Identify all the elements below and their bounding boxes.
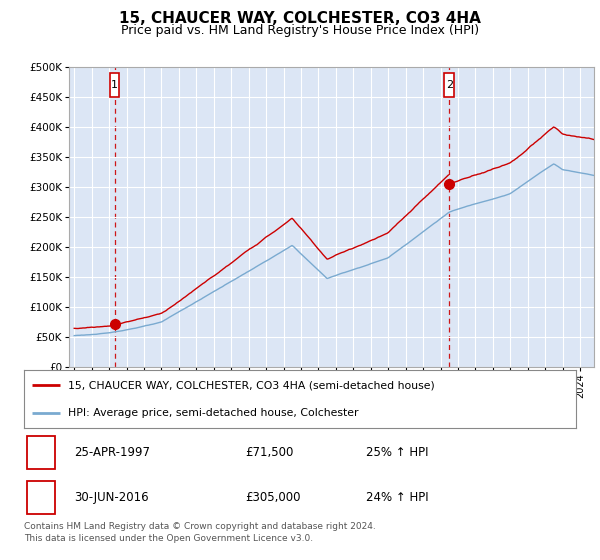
Text: HPI: Average price, semi-detached house, Colchester: HPI: Average price, semi-detached house,… — [68, 408, 359, 418]
Text: 2: 2 — [446, 80, 453, 90]
Text: 1: 1 — [111, 80, 118, 90]
Text: 1: 1 — [37, 446, 45, 459]
FancyBboxPatch shape — [445, 73, 454, 97]
Text: 2: 2 — [37, 491, 45, 503]
FancyBboxPatch shape — [27, 480, 55, 514]
Text: 25-APR-1997: 25-APR-1997 — [74, 446, 149, 459]
Text: £305,000: £305,000 — [245, 491, 301, 503]
FancyBboxPatch shape — [110, 73, 119, 97]
FancyBboxPatch shape — [27, 436, 55, 469]
Text: Contains HM Land Registry data © Crown copyright and database right 2024.
This d: Contains HM Land Registry data © Crown c… — [24, 522, 376, 543]
Text: £71,500: £71,500 — [245, 446, 293, 459]
Text: 15, CHAUCER WAY, COLCHESTER, CO3 4HA (semi-detached house): 15, CHAUCER WAY, COLCHESTER, CO3 4HA (se… — [68, 380, 435, 390]
Text: 25% ↑ HPI: 25% ↑ HPI — [366, 446, 429, 459]
Text: 24% ↑ HPI: 24% ↑ HPI — [366, 491, 429, 503]
Text: 15, CHAUCER WAY, COLCHESTER, CO3 4HA: 15, CHAUCER WAY, COLCHESTER, CO3 4HA — [119, 11, 481, 26]
Text: Price paid vs. HM Land Registry's House Price Index (HPI): Price paid vs. HM Land Registry's House … — [121, 24, 479, 36]
Text: 30-JUN-2016: 30-JUN-2016 — [74, 491, 148, 503]
